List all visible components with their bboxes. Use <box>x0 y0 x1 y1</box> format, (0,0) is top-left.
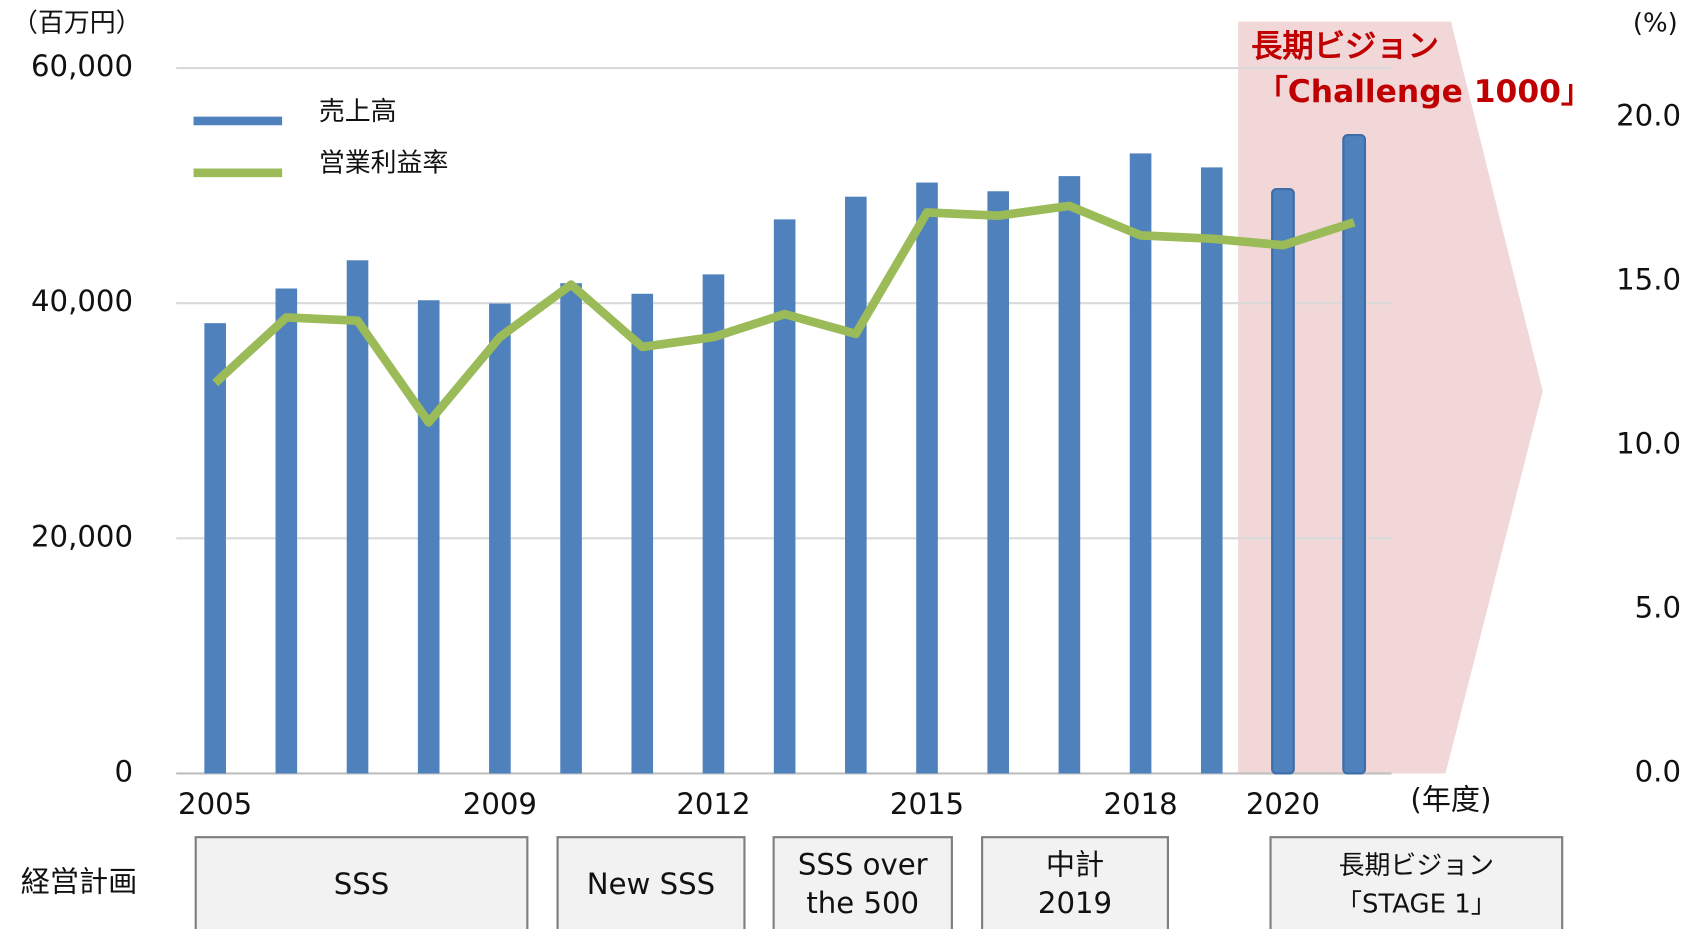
x-tick-label: 2020 <box>1246 787 1320 821</box>
plan-box <box>981 836 1169 929</box>
plan-box <box>1269 836 1564 929</box>
y2-unit-label: (%) <box>1633 8 1678 38</box>
x-tick-label: 2018 <box>1103 787 1177 821</box>
y-unit-label: （百万円） <box>12 8 142 38</box>
bar <box>1129 153 1152 774</box>
legend-label: 営業利益率 <box>319 149 449 179</box>
bar <box>702 274 725 774</box>
annotation: 長期ビジョン <box>1251 29 1439 65</box>
plan-text: 中計 <box>1046 847 1104 881</box>
bar <box>346 260 369 774</box>
bar <box>560 283 582 774</box>
y2-tick-label: 0.0 <box>1635 754 1681 788</box>
bar <box>631 293 654 774</box>
plan-box <box>194 836 529 929</box>
bar <box>275 288 298 774</box>
plan-box <box>556 836 746 929</box>
plan-text: 2019 <box>1038 886 1112 920</box>
line <box>212 201 1356 427</box>
plan-text: SSS <box>334 867 390 901</box>
bar <box>1058 176 1081 774</box>
plan-text: the 500 <box>806 886 919 920</box>
plan-text: New SSS <box>587 867 715 901</box>
y-tick-label: 60,000 <box>31 49 133 83</box>
plan-label: 経営計画 <box>21 865 138 899</box>
y2-tick-label: 10.0 <box>1616 426 1681 460</box>
bar <box>845 196 867 774</box>
y-tick-label: 40,000 <box>31 284 133 318</box>
y2-tick-label: 20.0 <box>1616 98 1681 132</box>
x-unit-label: (年度) <box>1410 783 1491 817</box>
vision-region <box>1238 21 1543 774</box>
bar <box>1342 133 1367 775</box>
plan-box <box>772 836 953 929</box>
plan-text: SSS over <box>798 847 928 881</box>
x-tick-label: 2005 <box>178 787 252 821</box>
bar <box>204 323 226 774</box>
x-tick-label: 2009 <box>463 787 537 821</box>
x-tick-label: 2012 <box>676 787 750 821</box>
bar <box>489 303 511 774</box>
bar <box>1200 167 1223 774</box>
bar <box>1271 187 1295 775</box>
y2-tick-label: 5.0 <box>1635 590 1681 624</box>
y-tick-label: 20,000 <box>31 519 133 553</box>
plan-text: 「STAGE 1」 <box>1336 890 1497 920</box>
annotation: 「Challenge 1000」 <box>1256 74 1592 110</box>
y2-tick-label: 15.0 <box>1616 262 1681 296</box>
bar <box>773 219 796 774</box>
bar <box>417 300 440 774</box>
legend-label: 売上高 <box>319 97 397 127</box>
bar <box>916 182 938 774</box>
y-tick-label: 0 <box>114 754 133 788</box>
plan-text: 長期ビジョン <box>1339 851 1494 881</box>
bar <box>987 191 1010 774</box>
x-tick-label: 2015 <box>890 787 964 821</box>
